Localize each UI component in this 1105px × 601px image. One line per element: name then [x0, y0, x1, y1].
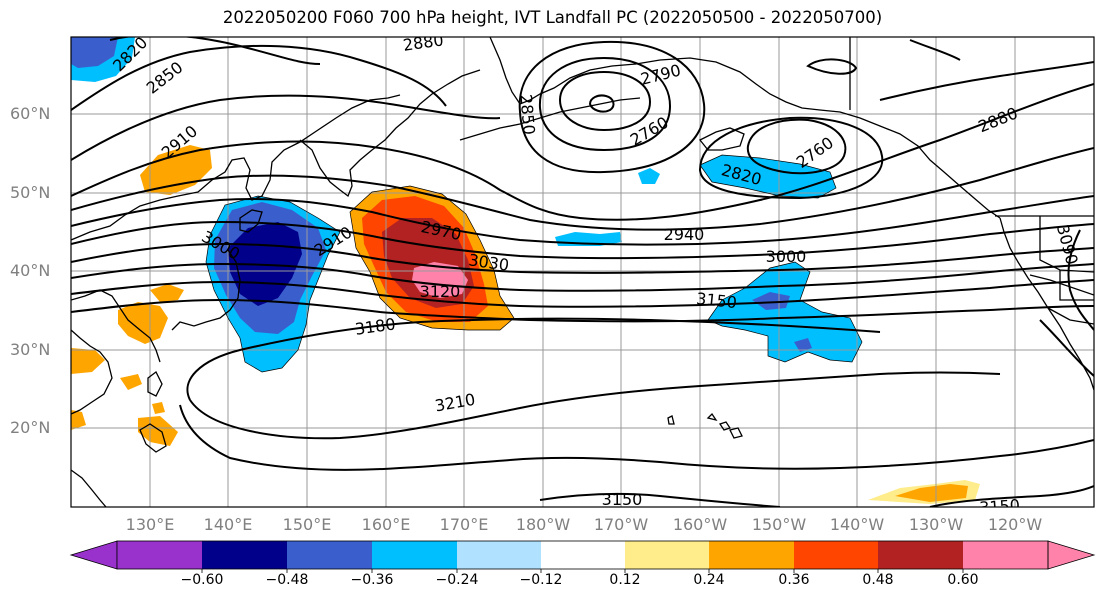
shade-positive-wpac-4: [120, 374, 142, 390]
contour-label: 3150: [979, 496, 1021, 518]
shade-positive-wpac-1: [118, 302, 168, 344]
contour-label: 2880: [402, 30, 445, 54]
figure-title: 2022050200 F060 700 hPa height, IVT Land…: [222, 8, 883, 27]
shade-negative-ne-pacific-core2: [794, 338, 812, 352]
lon-label: 140°E: [203, 515, 253, 534]
colorbar-swatch: [794, 541, 878, 569]
colorbar-tick-label: 0.36: [778, 572, 810, 588]
lon-label: 160°E: [361, 515, 411, 534]
colorbar-tick-label: −0.48: [265, 572, 309, 588]
colorbar-tick-label: −0.36: [350, 572, 394, 588]
shade-negative-alaska-small: [638, 168, 660, 184]
colorbar: [69, 540, 1096, 573]
shade-negative-ne-pacific-core: [752, 292, 790, 310]
lat-label-60n: 60°N: [10, 104, 51, 123]
colorbar-swatch: [625, 541, 709, 569]
colorbar-tick-label: 0.48: [862, 572, 894, 588]
lon-label: 120°W: [987, 515, 1043, 534]
colorbar-swatch: [117, 541, 202, 569]
lat-label-40n: 40°N: [10, 261, 51, 280]
contour-label: 2850: [516, 93, 538, 135]
lon-label: 140°W: [829, 515, 885, 534]
lat-label-50n: 50°N: [10, 183, 51, 202]
lon-label: 150°W: [751, 515, 807, 534]
lon-label: 170°W: [593, 515, 649, 534]
contour-label: 3000: [766, 247, 807, 266]
lon-label: 160°W: [672, 515, 728, 534]
contour-label: 3150: [602, 490, 643, 509]
lon-label: 150°E: [282, 515, 332, 534]
colorbar-extend-max: [1047, 540, 1096, 570]
colorbar-swatch: [457, 541, 541, 569]
lon-label: 130°W: [908, 515, 964, 534]
graticule: [71, 37, 1094, 507]
colorbar-swatch: [963, 541, 1048, 569]
shade-positive-se-pacific: [895, 484, 968, 502]
shade-positive-wpac-7: [152, 402, 165, 414]
shade-negative-alaska: [700, 155, 836, 198]
lon-label: 130°E: [125, 515, 175, 534]
shade-positive-wpac-5: [138, 416, 178, 446]
lat-label-30n: 30°N: [10, 340, 51, 359]
shade-positive-wpac-2: [150, 284, 184, 302]
colorbar-tick-label: −0.60: [180, 572, 224, 588]
shading-outlines: [205, 154, 863, 373]
contour-label: 3120: [420, 282, 461, 301]
colorbar-tick-label: 0.12: [609, 572, 641, 588]
colorbar-swatch: [287, 541, 372, 569]
colorbar-swatch: [372, 541, 457, 569]
colorbar-extend-min: [69, 540, 118, 570]
shade-positive-wpac-6: [71, 410, 86, 430]
contour-label: 2940: [664, 225, 705, 244]
colorbar-tick-label: −0.12: [519, 572, 563, 588]
ivt-shading: [71, 37, 980, 504]
height-contours: [71, 37, 1094, 507]
shade-negative-nw-corner-core: [71, 37, 118, 68]
colorbar-swatch: [202, 541, 287, 569]
shade-positive-wpac-3: [71, 348, 105, 374]
contour-label: 3150: [695, 289, 737, 312]
lon-label: 170°E: [439, 515, 489, 534]
lat-label-20n: 20°N: [10, 418, 51, 437]
lon-label: 180°W: [515, 515, 571, 534]
map-frame: [70, 36, 1095, 508]
colorbar-swatch: [709, 541, 794, 569]
colorbar-tick-label: −0.24: [435, 572, 479, 588]
colorbar-tick-label: 0.24: [693, 572, 725, 588]
colorbar-tick-label: 0.60: [947, 572, 979, 588]
colorbar-swatch: [541, 541, 625, 569]
colorbar-swatch: [878, 541, 963, 569]
